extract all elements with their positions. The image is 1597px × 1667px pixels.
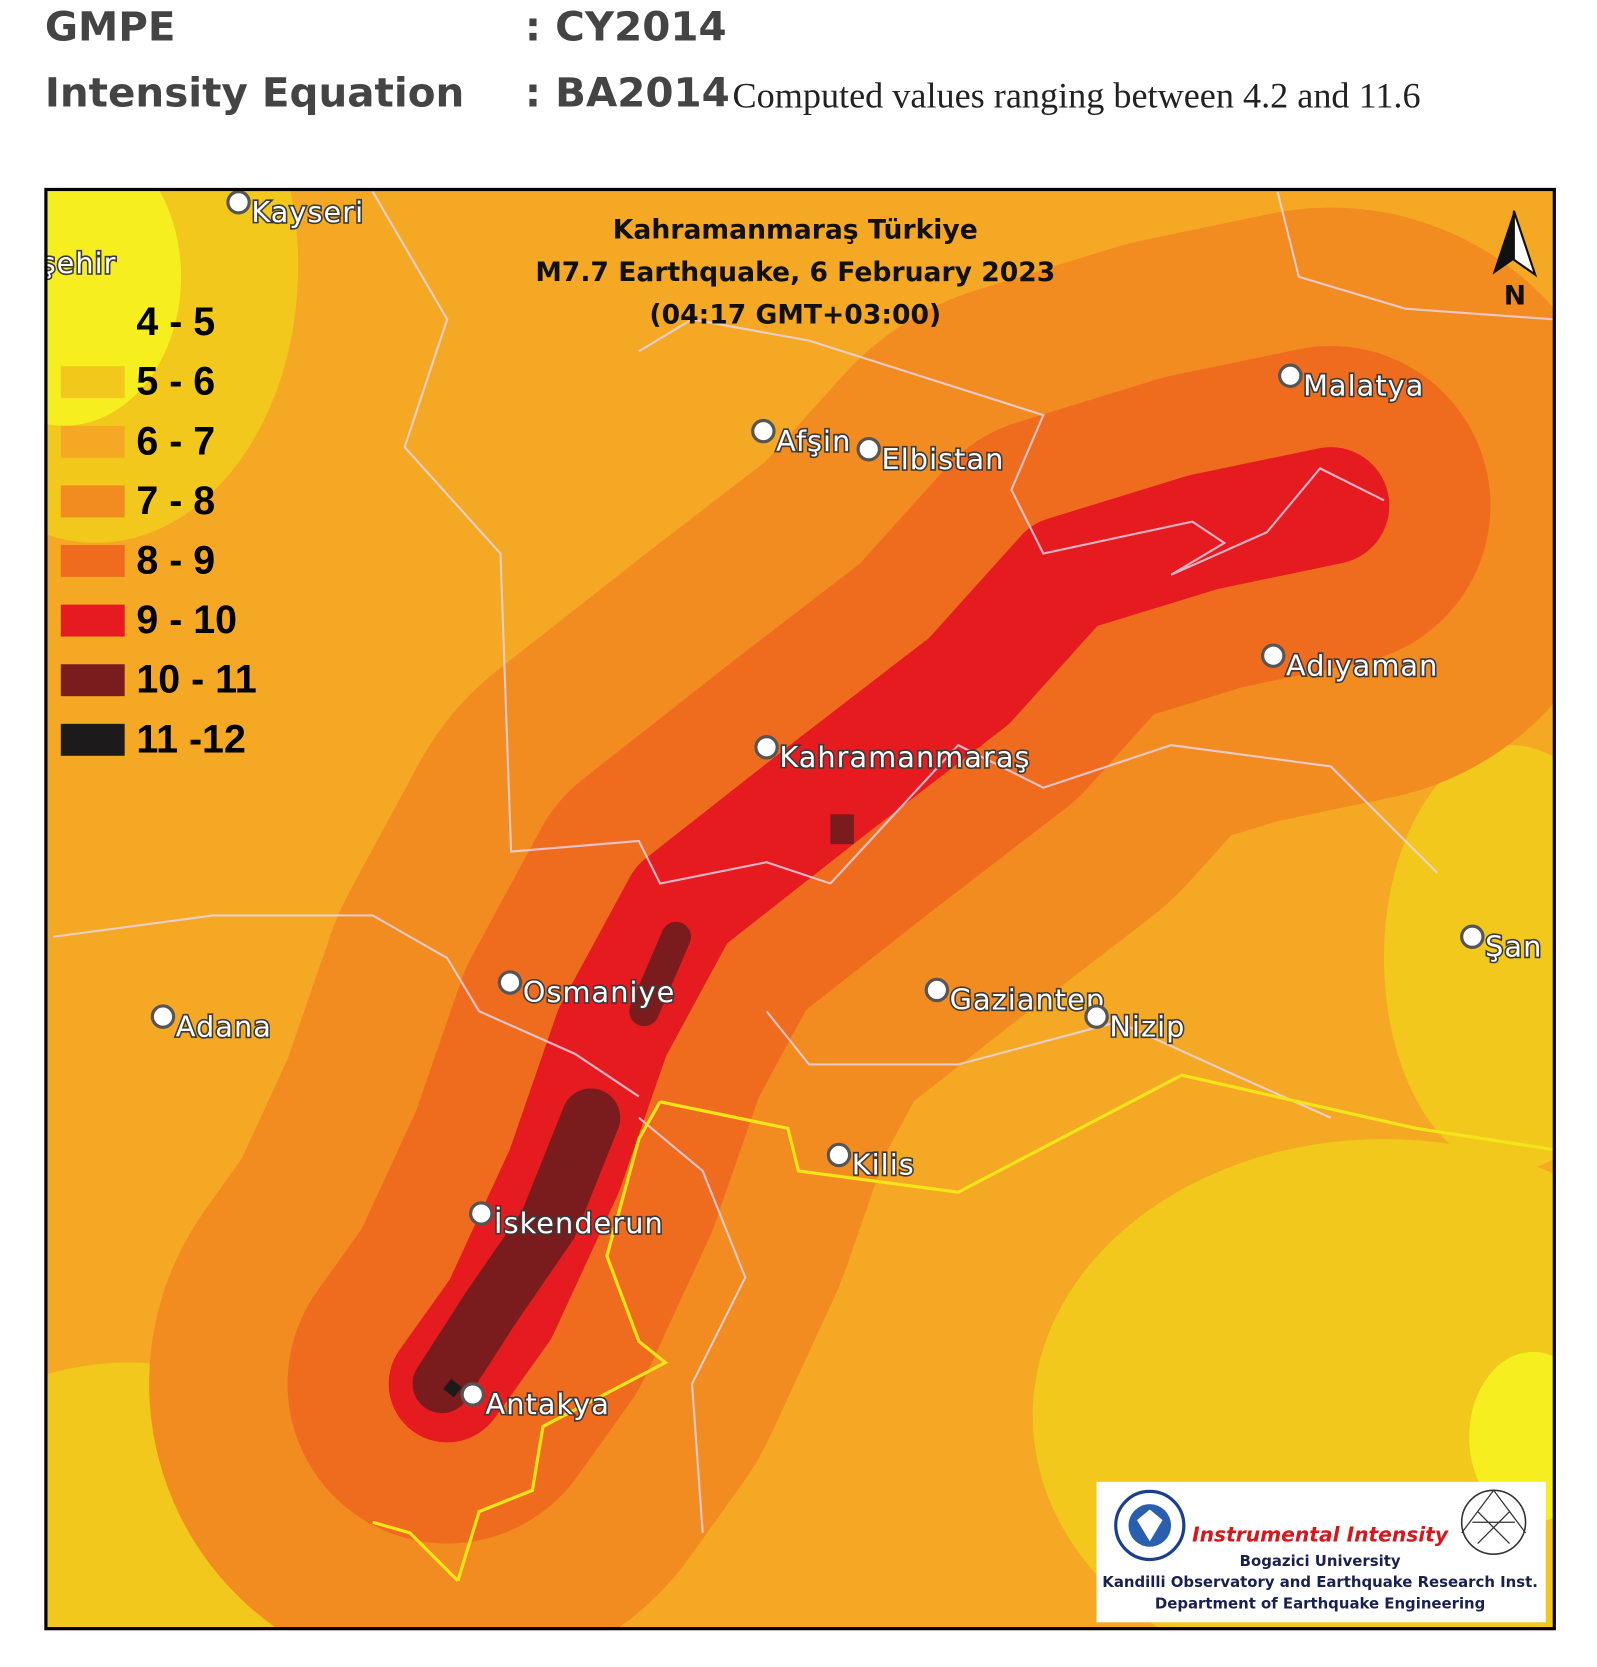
city-label: Osmaniye <box>523 975 676 1009</box>
logo-line: Department of Earthquake Engineering <box>1155 1594 1485 1612</box>
legend-swatch <box>60 366 125 399</box>
header-value: : CY2014 <box>525 2 727 50</box>
border <box>53 914 640 1098</box>
national-border <box>659 1073 1555 1194</box>
city-label: Elbistan <box>882 442 1005 476</box>
city-label: Kahramanmaraş <box>779 740 1030 774</box>
city-label: Şan <box>1485 929 1542 963</box>
map-title: M7.7 Earthquake, 6 February 2023 <box>535 257 1055 288</box>
zone <box>1384 745 1555 1171</box>
city-label: Adıyaman <box>1286 648 1438 682</box>
legend-label: 8 - 9 <box>136 539 215 583</box>
logo-box <box>1096 1481 1546 1623</box>
border <box>829 743 1438 885</box>
legend-label: 5 - 6 <box>136 360 215 404</box>
city-marker <box>460 1382 486 1407</box>
header-note: Computed values ranging between 4.2 and … <box>733 76 1421 116</box>
zone <box>1469 1351 1555 1523</box>
legend-swatch <box>60 485 125 518</box>
city-marker <box>1084 1004 1109 1029</box>
city-label: Gaziantep <box>950 983 1106 1017</box>
city-marker <box>150 1004 176 1029</box>
city-label: şehir <box>41 246 117 280</box>
legend-swatch <box>60 664 125 697</box>
city-marker <box>497 970 523 995</box>
legend-swatch <box>60 545 125 577</box>
national-border <box>456 1100 669 1582</box>
header-label: GMPE <box>45 2 176 50</box>
city-marker <box>226 190 251 215</box>
legend-label: 10 - 11 <box>136 658 256 702</box>
national-border <box>372 1520 459 1582</box>
border <box>638 318 1385 576</box>
header-value: : BA2014 <box>525 68 730 116</box>
border <box>765 1010 1332 1119</box>
city-marker <box>1278 363 1303 389</box>
city-label: İskenderun <box>494 1206 664 1240</box>
border <box>638 1116 747 1533</box>
map-frame <box>44 187 1556 1631</box>
zone <box>412 1088 621 1414</box>
border <box>1276 191 1555 321</box>
zone <box>830 814 854 845</box>
header-label: Intensity Equation <box>45 68 464 116</box>
north-label: N <box>1504 280 1526 311</box>
legend-swatch <box>60 604 125 637</box>
zone <box>629 921 691 1027</box>
map-title: (04:17 GMT+03:00) <box>649 300 941 331</box>
city-marker <box>751 418 776 444</box>
city-marker <box>826 1142 852 1168</box>
city-marker <box>856 436 881 462</box>
city-marker <box>924 977 950 1003</box>
legend-label: 11 -12 <box>136 717 245 761</box>
legend-label: 7 - 8 <box>136 479 215 523</box>
legend-swatch <box>60 425 125 458</box>
city-label: Kilis <box>852 1148 915 1182</box>
border <box>371 191 831 885</box>
city-label: Antakya <box>486 1387 610 1421</box>
logo-line: Bogazici University <box>1240 1552 1401 1570</box>
city-marker <box>1261 643 1286 668</box>
city-label: Adana <box>176 1009 272 1043</box>
city-marker <box>1460 924 1485 949</box>
city-label: Afşin <box>776 424 851 458</box>
legend-swatch <box>60 306 125 339</box>
legend-label: 6 - 7 <box>136 419 215 463</box>
map-title: Kahramanmaraş Türkiye <box>613 214 978 245</box>
legend-swatch <box>60 723 125 756</box>
zone <box>443 1378 462 1398</box>
city-label: Kayseri <box>251 195 364 229</box>
legend-label: 4 - 5 <box>136 300 215 344</box>
logo-line: Kandilli Observatory and Earthquake Rese… <box>1102 1573 1538 1591</box>
legend-label: 9 - 10 <box>136 598 237 642</box>
city-label: Malatya <box>1303 368 1424 402</box>
city-marker <box>754 735 779 760</box>
city-marker <box>469 1201 494 1226</box>
logo-title: Instrumental Intensity <box>1192 1522 1449 1546</box>
city-label: Nizip <box>1109 1009 1185 1043</box>
